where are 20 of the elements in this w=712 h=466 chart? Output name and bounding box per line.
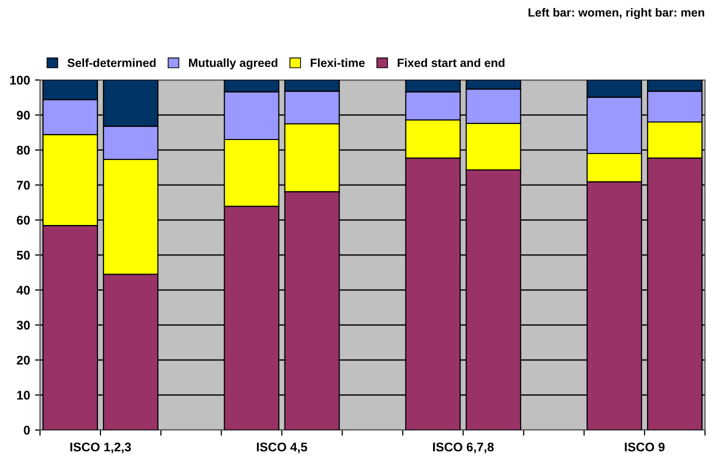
- y-tick-label: 20: [16, 356, 30, 365]
- x-tick-label: ISCO 9: [624, 442, 665, 452]
- y-tick-label: 50: [16, 250, 30, 260]
- legend-label: Mutually agreed: [189, 58, 278, 70]
- x-tick-label: ISCO 1,2,3: [70, 442, 131, 454]
- y-tick-label: 60: [16, 216, 30, 225]
- y-tick-label: 10: [17, 390, 30, 400]
- y-tick-label: 80: [16, 146, 30, 155]
- y-tick-label: 0: [24, 426, 30, 435]
- legend-label: Fixed start and end: [398, 58, 504, 68]
- x-tick-label: ISCO 4,5: [256, 442, 308, 454]
- y-tick-label: 30: [16, 320, 30, 330]
- legend-label: Flexi-time: [310, 58, 365, 68]
- y-tick-label: 40: [16, 286, 30, 295]
- y-tick-label: 70: [16, 180, 30, 190]
- y-tick-label: 90: [16, 110, 30, 120]
- x-tick-label: ISCO 6,7,8: [433, 442, 494, 454]
- text: Left bar: women, right bar: men: [528, 8, 704, 20]
- legend-label: Self-determined: [67, 58, 156, 68]
- y-tick-label: 100: [10, 76, 30, 85]
